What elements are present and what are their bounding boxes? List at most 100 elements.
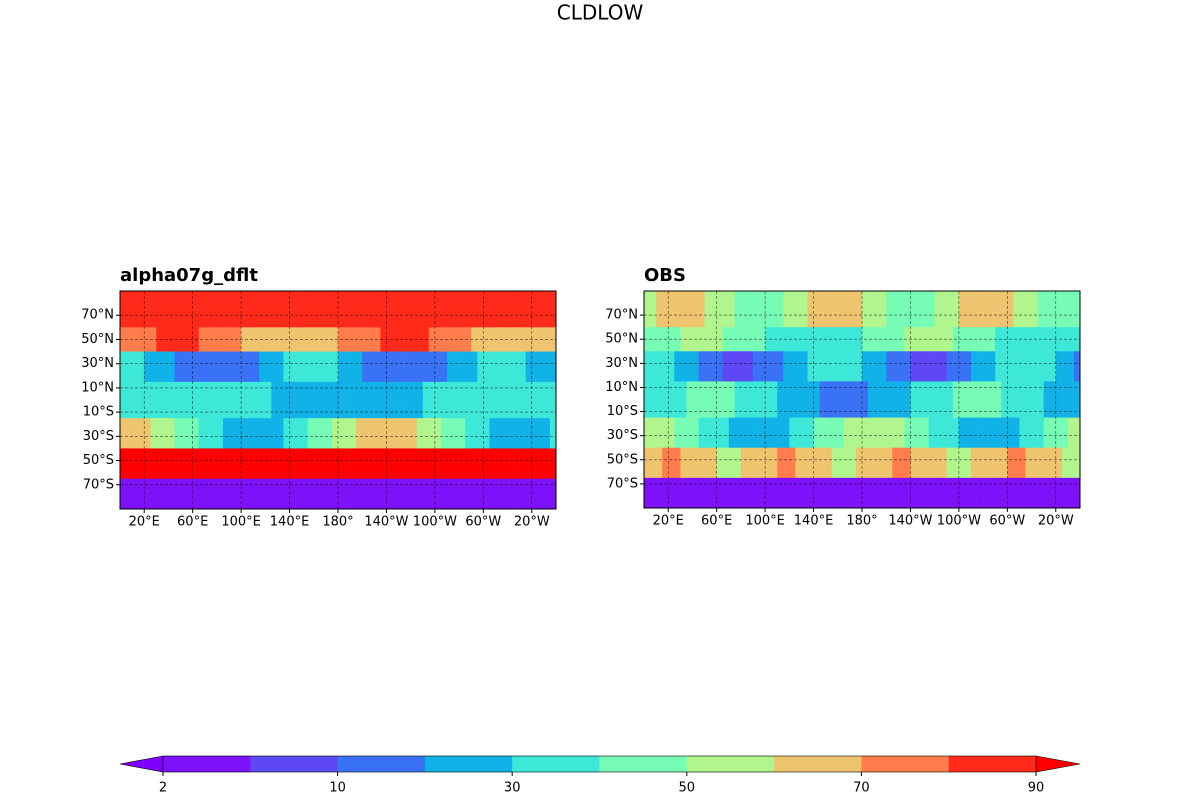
field-cell	[692, 387, 699, 394]
field-cell	[253, 406, 260, 413]
field-cell	[174, 381, 181, 389]
field-cell	[513, 297, 520, 304]
field-cell	[289, 502, 296, 510]
field-cell	[495, 333, 502, 340]
field-cell	[656, 357, 663, 364]
field-cell	[892, 321, 899, 328]
field-cell	[886, 399, 893, 406]
field-cell	[964, 399, 972, 406]
field-cell	[916, 327, 923, 334]
field-cell	[910, 393, 917, 400]
field-cell	[686, 447, 693, 455]
field-cell	[331, 460, 339, 467]
field-cell	[543, 339, 551, 346]
field-cell	[428, 369, 436, 377]
field-cell	[922, 447, 929, 455]
field-cell	[434, 448, 442, 455]
field-cell	[716, 375, 724, 382]
field-cell	[704, 321, 711, 328]
field-cell	[459, 400, 466, 407]
field-cell	[222, 291, 230, 298]
field-cell	[543, 381, 551, 389]
field-cell	[1019, 351, 1026, 358]
field-cell	[507, 496, 514, 504]
field-cell	[162, 351, 169, 358]
field-cell	[946, 405, 954, 412]
field-cell	[453, 424, 460, 431]
field-cell	[940, 351, 948, 358]
field-cell	[180, 303, 187, 310]
field-cell	[874, 375, 881, 382]
field-cell	[307, 375, 315, 383]
field-cell	[229, 472, 236, 480]
field-cell	[916, 351, 923, 358]
field-cell	[983, 495, 990, 503]
field-cell	[192, 502, 200, 510]
field-cell	[283, 393, 290, 401]
field-cell	[1025, 387, 1032, 394]
field-cell	[716, 423, 724, 430]
field-cell	[410, 460, 418, 467]
field-cell	[331, 400, 339, 407]
field-cell	[307, 291, 315, 298]
field-cell	[728, 339, 736, 346]
field-cell	[910, 435, 917, 442]
field-cell	[843, 429, 851, 436]
field-cell	[428, 345, 436, 352]
field-cell	[704, 423, 711, 430]
field-cell	[325, 297, 333, 304]
field-cell	[910, 489, 917, 497]
field-cell	[301, 478, 309, 486]
field-cell	[283, 291, 290, 298]
field-cell	[253, 502, 260, 510]
field-cell	[525, 327, 533, 334]
field-cell	[753, 441, 760, 449]
field-cell	[440, 460, 448, 467]
field-cell	[453, 381, 460, 389]
field-cell	[325, 400, 333, 407]
field-cell	[144, 502, 151, 510]
field-cell	[862, 411, 869, 418]
field-cell	[716, 477, 724, 485]
field-cell	[995, 441, 1002, 449]
field-cell	[440, 418, 448, 425]
field-cell	[759, 387, 766, 394]
field-cell	[501, 502, 508, 510]
field-cell	[686, 351, 693, 358]
field-cell	[386, 484, 393, 492]
field-cell	[186, 496, 193, 504]
field-cell	[837, 495, 845, 503]
field-cell	[271, 478, 278, 486]
field-cell	[740, 417, 748, 424]
field-cell	[338, 478, 345, 486]
field-cell	[716, 441, 724, 449]
field-cell	[259, 333, 266, 340]
field-cell	[235, 333, 242, 340]
field-cell	[543, 315, 551, 322]
field-cell	[922, 375, 929, 382]
field-cell	[795, 321, 802, 328]
field-cell	[356, 430, 363, 437]
field-cell	[795, 297, 802, 304]
field-cell	[740, 471, 748, 479]
field-cell	[849, 435, 857, 442]
field-cell	[459, 424, 466, 431]
field-cell	[837, 477, 845, 485]
field-cell	[728, 381, 736, 388]
field-cell	[162, 442, 169, 449]
field-cell	[886, 441, 893, 449]
field-cell	[819, 477, 826, 485]
field-cell	[519, 430, 527, 437]
field-cell	[362, 436, 369, 443]
field-cell	[453, 363, 460, 371]
field-cell	[543, 502, 551, 510]
field-cell	[916, 375, 923, 382]
field-cell	[789, 393, 796, 400]
field-cell	[144, 309, 151, 316]
field-cell	[801, 417, 808, 424]
field-cell	[837, 315, 845, 322]
field-cell	[934, 315, 942, 322]
field-cell	[831, 381, 839, 388]
field-cell	[168, 502, 175, 510]
field-cell	[186, 357, 193, 364]
